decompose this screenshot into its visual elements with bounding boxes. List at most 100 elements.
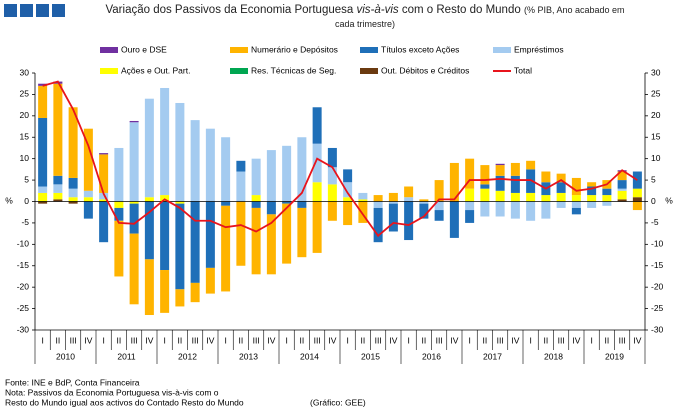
total-line bbox=[42, 80, 638, 238]
y-tick-label: -10 bbox=[651, 239, 664, 249]
x-tick-label: III bbox=[192, 335, 199, 345]
bar bbox=[556, 192, 566, 202]
x-tick-label: IV bbox=[267, 335, 275, 345]
bar bbox=[68, 188, 78, 198]
bar bbox=[53, 83, 63, 176]
bar bbox=[83, 201, 93, 219]
bar bbox=[343, 169, 353, 183]
bar bbox=[404, 186, 414, 198]
y-axis-label: % bbox=[665, 195, 673, 205]
bar bbox=[602, 188, 612, 196]
bar bbox=[434, 201, 444, 211]
x-tick-label: II bbox=[239, 335, 244, 345]
y-tick-label: 10 bbox=[20, 153, 30, 163]
bar bbox=[480, 188, 490, 202]
bar bbox=[312, 182, 322, 202]
bar bbox=[38, 192, 48, 202]
bar bbox=[175, 203, 185, 290]
y-tick-label: -5 bbox=[651, 217, 659, 227]
bar bbox=[373, 195, 383, 202]
bar bbox=[632, 188, 642, 198]
bar bbox=[114, 220, 124, 277]
x-tick-label: III bbox=[70, 335, 77, 345]
x-tick-label: IV bbox=[206, 335, 214, 345]
x-tick-label: II bbox=[605, 335, 610, 345]
y-tick-label: -30 bbox=[17, 324, 30, 334]
bar bbox=[510, 162, 520, 176]
bar bbox=[190, 120, 200, 202]
bar bbox=[68, 107, 78, 178]
bar bbox=[358, 192, 368, 200]
y-tick-label: -20 bbox=[651, 281, 664, 291]
y-tick-label: -25 bbox=[17, 303, 30, 313]
x-tick-label: II bbox=[544, 335, 549, 345]
bar bbox=[358, 201, 368, 223]
bar bbox=[38, 83, 48, 86]
subtitle: (% PIB, Ano acabado em cada trimestre) bbox=[334, 5, 625, 29]
bar bbox=[53, 184, 63, 193]
bar bbox=[99, 154, 109, 193]
bar bbox=[99, 153, 109, 155]
bar bbox=[129, 122, 139, 202]
legend-label: Numerário e Depósitos bbox=[251, 44, 338, 54]
y-tick-label: 30 bbox=[20, 67, 30, 77]
bar bbox=[175, 201, 185, 204]
bar bbox=[327, 147, 337, 168]
bar bbox=[541, 171, 551, 183]
bar bbox=[526, 192, 536, 202]
y-tick-label: 0 bbox=[651, 196, 656, 206]
x-tick-label: II bbox=[178, 335, 183, 345]
legend-swatch bbox=[230, 68, 248, 74]
bar bbox=[617, 188, 627, 191]
x-tick-label: II bbox=[422, 335, 427, 345]
bar bbox=[404, 201, 414, 241]
credit: (Gráfico: GEE) bbox=[310, 397, 366, 407]
logo-square bbox=[4, 4, 17, 17]
title: com o Resto do Mundo bbox=[398, 4, 521, 16]
bar bbox=[68, 201, 78, 204]
bar bbox=[495, 165, 505, 176]
x-tick-label: II bbox=[117, 335, 122, 345]
x-tick-label: I bbox=[529, 335, 531, 345]
year-label: 2016 bbox=[422, 351, 441, 361]
y-tick-label: -25 bbox=[651, 303, 664, 313]
x-tick-label: IV bbox=[145, 335, 153, 345]
bar bbox=[297, 201, 307, 208]
y-tick-label: 15 bbox=[20, 132, 30, 142]
bar bbox=[556, 182, 566, 193]
bar bbox=[480, 165, 490, 185]
year-label: 2010 bbox=[56, 351, 75, 361]
logo-square bbox=[36, 4, 49, 17]
bar bbox=[282, 201, 292, 204]
bar bbox=[38, 186, 48, 193]
bar bbox=[114, 147, 124, 202]
bar bbox=[266, 150, 276, 202]
title: Variação dos Passivos da Economia Portug… bbox=[105, 4, 357, 16]
bar bbox=[587, 186, 597, 196]
x-tick-label: IV bbox=[511, 335, 519, 345]
x-tick-label: I bbox=[590, 335, 592, 345]
bar bbox=[434, 210, 444, 221]
bar bbox=[465, 201, 475, 211]
bar bbox=[83, 190, 93, 198]
year-label: 2013 bbox=[239, 351, 258, 361]
bar bbox=[526, 201, 536, 221]
bar bbox=[129, 120, 139, 123]
bar bbox=[632, 197, 642, 202]
x-tick-label: III bbox=[619, 335, 626, 345]
y-tick-label: 25 bbox=[20, 89, 30, 99]
bar bbox=[83, 197, 93, 202]
bar bbox=[236, 201, 246, 266]
title-block: Variação dos Passivos da Economia Portug… bbox=[100, 3, 630, 31]
bar bbox=[556, 201, 566, 208]
bar bbox=[404, 197, 414, 202]
bar bbox=[343, 182, 353, 198]
bar bbox=[221, 205, 231, 292]
bar bbox=[449, 162, 459, 202]
x-tick-label: III bbox=[558, 335, 565, 345]
y-tick-label: 20 bbox=[651, 110, 661, 120]
bar bbox=[114, 201, 124, 208]
legend-label: Ouro e DSE bbox=[121, 44, 167, 54]
